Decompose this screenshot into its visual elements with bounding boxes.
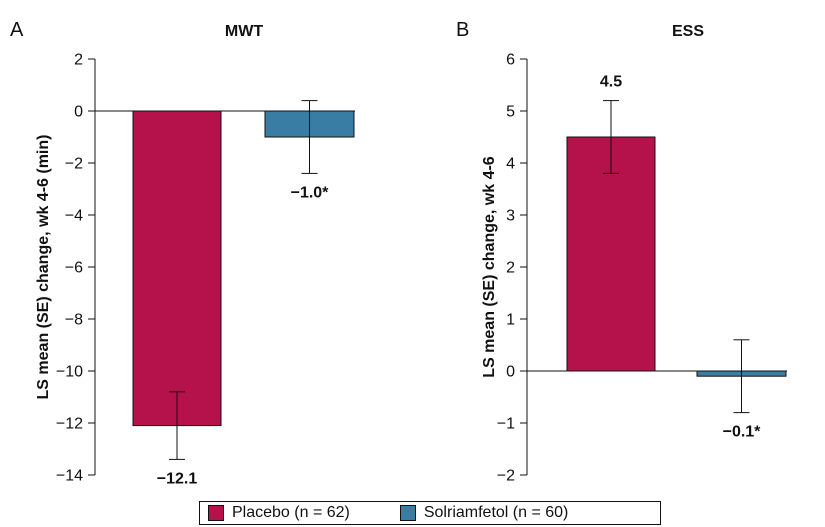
legend-label-placebo: Placebo (n = 62) [232,504,350,521]
data-label: 4.5 [600,74,622,91]
chart-title: MWT [225,23,263,40]
y-tick-label: 4 [506,156,515,173]
legend-swatch-placebo [208,505,224,521]
y-tick-label: 3 [506,208,515,225]
y-tick-label: 1 [506,312,515,329]
chart-panel-b: B ESS 6 5 4 3 2 1 0 −1 −2 LS mean (SE) change, wk 4… [456,19,787,485]
legend-swatch-solriamfetol [399,505,416,521]
legend-item-solriamfetol: Solriamfetol (n = 60) [399,504,569,522]
y-tick-label: −8 [65,312,83,329]
chart-title: ESS [672,23,704,40]
data-label: −1.0* [291,184,330,201]
y-tick-label: 2 [506,260,515,277]
data-label: −12.1 [157,470,198,487]
y-tick-label: −2 [497,468,515,485]
data-label: −0.1* [723,424,762,441]
legend: Placebo (n = 62) Solriamfetol (n = 60) [199,501,661,525]
legend-item-placebo: Placebo (n = 62) [208,504,350,522]
y-axis-label: LS mean (SE) change, wk 4-6 (min) [35,135,52,400]
y-axis-label: LS mean (SE) change, wk 4-6 [481,156,498,378]
y-tick-label: 2 [74,52,83,69]
y-tick-label: −10 [56,364,83,381]
panel-letter: A [10,19,24,41]
y-tick-label: −1 [497,416,515,433]
y-tick-label: 0 [74,104,83,121]
y-tick-label: 0 [506,364,515,381]
y-tick-label: −6 [65,260,83,277]
y-tick-label: −12 [56,416,83,433]
y-tick-label: −4 [65,208,83,225]
bar-placebo [566,136,656,372]
y-tick-label: 6 [506,52,515,69]
bar-placebo [132,110,222,427]
legend-label-solriamfetol: Solriamfetol (n = 60) [423,504,569,521]
chart-panel-a: A MWT 2 0 −2 −4 −6 −8 −10 −12 −14 LS mean (SE) chan… [10,19,355,487]
y-tick-label: −14 [56,468,83,485]
y-tick-label: −2 [65,156,83,173]
panel-letter: B [456,19,469,41]
y-tick-label: 5 [506,104,515,121]
